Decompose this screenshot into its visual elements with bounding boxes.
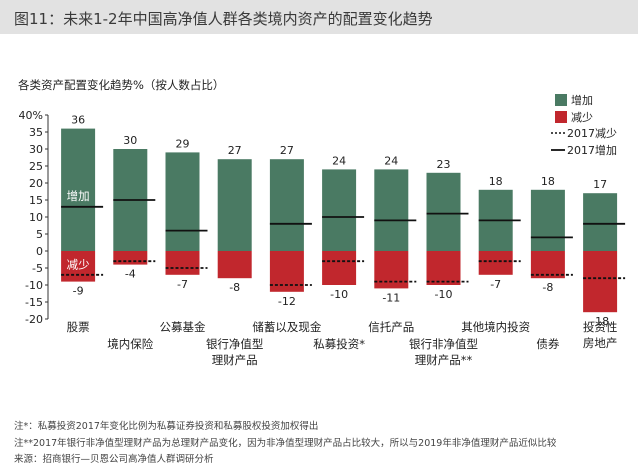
bar-increase <box>61 128 96 251</box>
y-tick-label: 25 <box>29 160 43 173</box>
bar-increase <box>269 159 304 251</box>
value-label-decrease: -7 <box>177 278 188 291</box>
value-label-decrease: -4 <box>125 268 136 281</box>
value-label-increase: 27 <box>228 144 242 157</box>
y-tick-label: -10 <box>25 279 43 292</box>
y-tick-label: -20 <box>25 313 43 326</box>
bar-increase <box>374 169 409 251</box>
value-label-decrease: -9 <box>73 285 84 298</box>
legend-label-2017-increase: 2017增加 <box>567 143 617 157</box>
value-label-increase: 24 <box>332 154 346 167</box>
bar-decrease <box>583 251 618 313</box>
note-source: 来源：招商银行—贝恩公司高净值人群调研分析 <box>14 454 214 465</box>
value-label-increase: 27 <box>280 144 294 157</box>
y-tick-label: 0 <box>36 245 43 258</box>
value-label-decrease: -10 <box>330 288 348 301</box>
value-label-decrease: -12 <box>278 295 296 308</box>
value-label-decrease: -18 <box>591 315 609 328</box>
bar-decrease <box>478 251 513 275</box>
value-label-decrease: -11 <box>382 291 400 304</box>
y-tick-label: 35 <box>29 126 43 139</box>
category-label: 境内保险 <box>107 337 153 351</box>
y-tick-label: 30 <box>29 143 43 156</box>
note-non-net-value: 注**2017年银行非净值型理财产品为总理财产品变化，因为非净值型理财产品占比较… <box>14 437 557 449</box>
bar-increase <box>426 172 461 251</box>
category-label: 其他境内投资 <box>461 320 530 334</box>
value-label-increase: 18 <box>489 175 503 188</box>
bar-decrease <box>165 251 200 275</box>
value-label-decrease: -10 <box>435 288 453 301</box>
legend-label-increase: 增加 <box>571 93 593 107</box>
y-tick-label: 40% <box>19 109 43 122</box>
value-label-increase: 18 <box>541 175 555 188</box>
bar-decrease <box>322 251 357 285</box>
value-label-increase: 36 <box>71 114 85 127</box>
y-tick-label: -15 <box>25 296 43 309</box>
bar-decrease <box>374 251 409 289</box>
category-label: 理财产品** <box>415 353 473 367</box>
in-bar-label-decrease: 减少 <box>67 258 90 272</box>
value-label-increase: 29 <box>176 137 190 150</box>
footnotes: 注*：私募投资2017年变化比例为私募证券投资和私募股权投资加权得出 注**20… <box>14 419 556 469</box>
value-label-increase: 24 <box>384 154 398 167</box>
value-label-increase: 17 <box>593 178 607 191</box>
legend-swatch-decrease <box>555 111 567 123</box>
value-label-increase: 30 <box>123 134 137 147</box>
bar-decrease <box>217 251 252 279</box>
bar-increase <box>165 152 200 251</box>
category-label: 公募基金 <box>160 320 206 334</box>
bar-chart: 40% 35 30 25 20 15 10 5 0 -5 -10 -15 -20 36 -9 股票 30 -4 境内… <box>19 93 626 367</box>
bar-increase <box>583 193 618 251</box>
category-label: 私募投资* <box>313 337 365 351</box>
category-label: 债券 <box>536 337 559 351</box>
category-label: 银行非净值型 <box>409 337 478 351</box>
category-label: 股票 <box>67 320 90 334</box>
y-tick-label: 5 <box>36 228 43 241</box>
in-bar-label-increase: 增加 <box>67 189 90 203</box>
y-tick-label: 20 <box>29 177 43 190</box>
bar-decrease <box>61 251 96 282</box>
category-label: 投资性 <box>583 320 618 334</box>
figure-title: 图11：未来1-2年中国高净值人群各类境内资产的配置变化趋势 <box>14 10 433 28</box>
y-tick-label: -5 <box>32 262 43 275</box>
legend-label-decrease: 减少 <box>571 111 593 124</box>
bar-increase <box>530 189 565 251</box>
y-tick-label: 15 <box>29 194 43 207</box>
y-tick-label: 10 <box>29 211 43 224</box>
bar-increase <box>217 159 252 251</box>
category-label: 银行净值型 <box>206 337 264 351</box>
value-label-decrease: -8 <box>229 281 240 294</box>
bar-decrease <box>113 251 148 265</box>
value-label-decrease: -8 <box>542 281 553 294</box>
note-private-equity: 注*：私募投资2017年变化比例为私募证券投资和私募股权投资加权得出 <box>14 421 319 432</box>
bar-decrease <box>530 251 565 279</box>
category-label: 储蓄以及现金 <box>252 320 321 334</box>
category-label: 理财产品 <box>212 353 258 367</box>
value-label-decrease: -7 <box>490 278 501 291</box>
legend-label-2017-decrease: 2017减少 <box>567 127 617 140</box>
category-label: 房地产 <box>583 336 618 350</box>
legend-swatch-increase <box>555 94 567 106</box>
value-label-increase: 23 <box>437 158 451 171</box>
chart-title: 各类资产配置变化趋势%（按人数占比） <box>18 78 225 92</box>
category-label: 信托产品 <box>368 320 414 334</box>
bar-increase <box>322 169 357 251</box>
title-bar: 图11：未来1-2年中国高净值人群各类境内资产的配置变化趋势 <box>0 0 638 34</box>
bar-decrease <box>426 251 461 285</box>
